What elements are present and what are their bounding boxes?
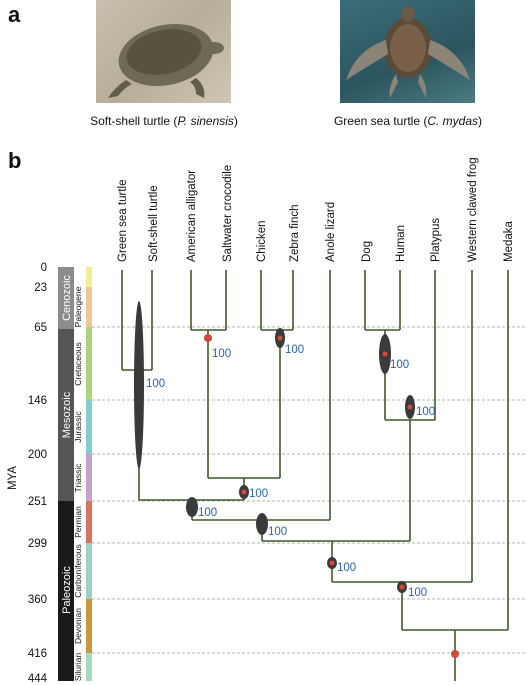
bootstrap-turtles: 100 bbox=[146, 378, 165, 390]
time-gridlines bbox=[92, 326, 527, 654]
taxon-zebra-finch: Zebra finch bbox=[289, 204, 301, 262]
tick-146: 146 bbox=[28, 395, 47, 407]
panel-a-letter: a bbox=[8, 2, 21, 27]
period-label-cretaceous: Cretaceous bbox=[73, 342, 83, 385]
tick-65: 65 bbox=[34, 322, 47, 334]
bootstrap-birds: 100 bbox=[285, 344, 304, 356]
bootstrap-archelosaurs: 100 bbox=[198, 507, 217, 519]
taxon-medaka: Medaka bbox=[503, 220, 515, 262]
period-bar-permian bbox=[86, 501, 92, 543]
bootstrap-amniotes: 100 bbox=[337, 562, 356, 574]
tick-251: 251 bbox=[28, 496, 47, 508]
y-axis-label: MYA bbox=[7, 466, 19, 490]
green-sea-turtle-photo bbox=[340, 0, 475, 103]
period-bar-silurian bbox=[86, 653, 92, 681]
era-bar-mesozoic bbox=[58, 329, 74, 501]
bootstrap-crocodilians: 100 bbox=[212, 348, 231, 360]
tick-23: 23 bbox=[34, 282, 47, 294]
bootstrap-sauropsids: 100 bbox=[268, 526, 287, 538]
taxon-saltwater-crocodile: Saltwater crocodile bbox=[222, 165, 234, 262]
taxon-green-sea-turtle: Green sea turtle bbox=[117, 180, 129, 262]
taxon-human: Human bbox=[395, 225, 407, 262]
period-bar-jurassic bbox=[86, 400, 92, 454]
period-label-devonian: Devonian bbox=[73, 608, 83, 644]
taxon-soft-shell-turtle: Soft-shell turtle bbox=[148, 185, 160, 262]
tick-0: 0 bbox=[41, 262, 47, 274]
bootstrap-archosaurs: 100 bbox=[249, 488, 268, 500]
tick-299: 299 bbox=[28, 538, 47, 550]
bootstrap-placentals: 100 bbox=[390, 359, 409, 371]
tick-444: 444 bbox=[28, 673, 48, 685]
tick-200: 200 bbox=[28, 449, 47, 461]
period-bar-neogene bbox=[86, 267, 92, 287]
period-label-jurassic: Jurassic bbox=[73, 411, 83, 443]
era-label-mesozoic: Mesozoic bbox=[61, 391, 73, 438]
era-label-paleozoic: Paleozoic bbox=[61, 566, 73, 614]
period-bar-paleogene bbox=[86, 287, 92, 327]
soft-shell-turtle-photo bbox=[96, 0, 231, 103]
era-bar-paleozoic bbox=[58, 501, 74, 681]
node-markers bbox=[134, 301, 459, 658]
tick-416: 416 bbox=[28, 648, 47, 660]
era-bar-cenozoic bbox=[58, 267, 74, 329]
period-bar-devonian bbox=[86, 599, 92, 653]
period-label-permian: Permian bbox=[73, 506, 83, 538]
tick-360: 360 bbox=[28, 594, 47, 606]
period-bar-triassic bbox=[86, 454, 92, 501]
taxon-platypus: Platypus bbox=[430, 218, 442, 262]
period-bar-cretaceous bbox=[86, 327, 92, 400]
tree-branches bbox=[121, 270, 509, 681]
period-label-silurian: Silurian bbox=[73, 653, 83, 682]
period-label-paleogene: Paleogene bbox=[73, 286, 83, 327]
period-label-triassic: Triassic bbox=[73, 463, 83, 493]
taxon-chicken: Chicken bbox=[256, 220, 268, 262]
taxon-american-alligator: American alligator bbox=[186, 170, 198, 262]
bootstrap-tetrapods: 100 bbox=[408, 587, 427, 599]
period-label-carboniferous: Carboniferous bbox=[73, 544, 83, 597]
taxon-dog: Dog bbox=[361, 241, 373, 262]
green-sea-turtle-caption: Green sea turtle (C. mydas) bbox=[333, 114, 483, 128]
bootstrap-mammals: 100 bbox=[416, 406, 435, 418]
taxon-anole-lizard: Anole lizard bbox=[325, 202, 337, 262]
soft-shell-turtle-caption: Soft-shell turtle (P. sinensis) bbox=[90, 114, 238, 128]
taxon-western-clawed-frog: Western clawed frog bbox=[467, 157, 479, 262]
period-bar-carboniferous bbox=[86, 543, 92, 599]
panel-b-letter: b bbox=[8, 148, 22, 173]
era-label-cenozoic: Cenozoic bbox=[61, 275, 73, 321]
